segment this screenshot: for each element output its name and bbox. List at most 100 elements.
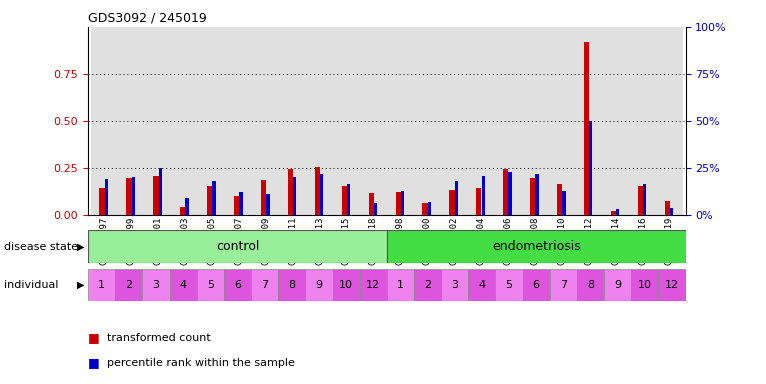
Text: 8: 8 bbox=[288, 280, 296, 290]
Bar bbox=[454, 181, 458, 215]
Bar bbox=[450, 190, 454, 215]
Text: 9: 9 bbox=[316, 280, 322, 290]
Bar bbox=[293, 177, 296, 215]
Bar bbox=[374, 203, 377, 215]
Bar bbox=[423, 203, 427, 215]
Bar bbox=[88, 269, 115, 301]
Bar bbox=[395, 192, 401, 215]
Bar bbox=[495, 27, 522, 215]
Bar bbox=[629, 27, 656, 215]
Text: control: control bbox=[216, 240, 259, 253]
Text: ▶: ▶ bbox=[77, 280, 84, 290]
Text: 8: 8 bbox=[587, 280, 594, 290]
Text: 12: 12 bbox=[665, 280, 679, 290]
Text: 2: 2 bbox=[424, 280, 431, 290]
Bar bbox=[342, 186, 347, 215]
Bar bbox=[577, 269, 604, 301]
Bar bbox=[548, 27, 575, 215]
Text: ■: ■ bbox=[88, 331, 100, 344]
Bar bbox=[306, 27, 333, 215]
Bar bbox=[638, 186, 643, 215]
Bar bbox=[261, 180, 266, 215]
Bar bbox=[105, 179, 108, 215]
Bar bbox=[643, 184, 647, 215]
Bar bbox=[118, 27, 145, 215]
Bar bbox=[440, 27, 467, 215]
Text: 10: 10 bbox=[638, 280, 652, 290]
Bar bbox=[387, 27, 414, 215]
Bar bbox=[584, 42, 589, 215]
Text: 4: 4 bbox=[179, 280, 187, 290]
Text: disease state: disease state bbox=[4, 242, 78, 252]
Bar bbox=[198, 27, 225, 215]
Bar bbox=[482, 175, 485, 215]
Bar bbox=[172, 27, 198, 215]
Text: 6: 6 bbox=[532, 280, 540, 290]
Text: GDS3092 / 245019: GDS3092 / 245019 bbox=[88, 12, 207, 25]
Text: 3: 3 bbox=[152, 280, 159, 290]
Bar bbox=[562, 190, 565, 215]
Bar bbox=[427, 202, 431, 215]
Bar bbox=[100, 188, 105, 215]
Text: percentile rank within the sample: percentile rank within the sample bbox=[107, 358, 295, 368]
Bar bbox=[360, 269, 387, 301]
Bar bbox=[496, 269, 522, 301]
Bar bbox=[665, 201, 669, 215]
Bar bbox=[503, 169, 509, 215]
Bar bbox=[288, 169, 293, 215]
Bar bbox=[197, 269, 224, 301]
Bar bbox=[616, 209, 620, 215]
Bar bbox=[234, 196, 239, 215]
Bar bbox=[659, 269, 686, 301]
Bar bbox=[267, 194, 270, 215]
Bar bbox=[212, 181, 216, 215]
Bar bbox=[401, 190, 404, 215]
Bar bbox=[522, 27, 548, 215]
Bar bbox=[224, 269, 251, 301]
Bar bbox=[535, 174, 538, 215]
Bar bbox=[670, 207, 673, 215]
Bar bbox=[126, 178, 132, 215]
Bar bbox=[251, 269, 278, 301]
Bar bbox=[142, 269, 169, 301]
Text: ■: ■ bbox=[88, 356, 100, 369]
Text: 1: 1 bbox=[98, 280, 105, 290]
Text: 12: 12 bbox=[366, 280, 380, 290]
Text: 5: 5 bbox=[207, 280, 214, 290]
Bar bbox=[604, 269, 631, 301]
Bar bbox=[589, 121, 592, 215]
Text: 7: 7 bbox=[560, 280, 567, 290]
Bar bbox=[315, 167, 320, 215]
Bar bbox=[207, 186, 212, 215]
Bar bbox=[320, 174, 323, 215]
Bar bbox=[602, 27, 629, 215]
Text: 10: 10 bbox=[339, 280, 353, 290]
Bar bbox=[441, 269, 468, 301]
Bar bbox=[387, 269, 414, 301]
Bar bbox=[185, 198, 188, 215]
Bar bbox=[153, 177, 159, 215]
Text: endometriosis: endometriosis bbox=[492, 240, 581, 253]
Bar bbox=[333, 27, 360, 215]
Text: 1: 1 bbox=[397, 280, 404, 290]
Bar bbox=[414, 27, 440, 215]
Bar bbox=[530, 178, 535, 215]
Text: 2: 2 bbox=[126, 280, 133, 290]
Bar bbox=[159, 168, 162, 215]
Text: transformed count: transformed count bbox=[107, 333, 211, 343]
Bar bbox=[509, 172, 512, 215]
Text: 9: 9 bbox=[614, 280, 621, 290]
Bar bbox=[522, 269, 550, 301]
Bar bbox=[252, 27, 279, 215]
Bar bbox=[225, 27, 252, 215]
Bar bbox=[468, 269, 496, 301]
Bar bbox=[278, 269, 306, 301]
Bar bbox=[132, 177, 135, 215]
Bar bbox=[88, 230, 387, 263]
Bar bbox=[631, 269, 659, 301]
Text: 3: 3 bbox=[451, 280, 458, 290]
Bar bbox=[476, 188, 482, 215]
Bar bbox=[180, 207, 185, 215]
Bar bbox=[368, 194, 374, 215]
Bar bbox=[467, 27, 495, 215]
